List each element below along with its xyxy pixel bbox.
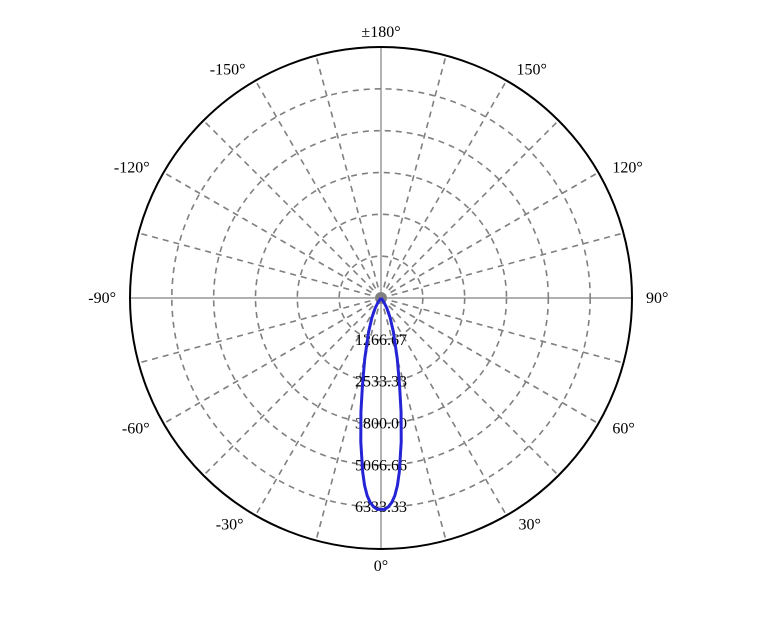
angle-label: 0° — [374, 558, 388, 575]
angle-label: -30° — [216, 516, 244, 533]
angular-grid-line — [381, 81, 507, 298]
angle-label: -60° — [122, 421, 150, 438]
angular-grid-line — [381, 298, 623, 363]
angular-grid-line — [381, 56, 446, 298]
angle-label: 90° — [646, 290, 668, 307]
angular-grid-line — [316, 56, 381, 298]
angle-label: 30° — [519, 516, 541, 533]
angle-label: -120° — [114, 160, 150, 177]
angular-grid-line — [381, 298, 558, 475]
angle-label: -90° — [88, 290, 116, 307]
polar-chart: 1266.672533.333800.005066.666333.33 0°30… — [0, 0, 758, 617]
angular-grid-line — [139, 298, 381, 363]
angular-grid-line — [381, 298, 598, 424]
radial-tick-label: 3800.00 — [355, 416, 407, 433]
angle-label: ±180° — [361, 24, 400, 41]
angular-grid-line — [381, 173, 598, 299]
angle-label: 60° — [612, 421, 634, 438]
angular-grid-line — [256, 81, 382, 298]
angle-label: 150° — [517, 62, 547, 79]
radial-tick-label: 6333.33 — [355, 499, 407, 516]
angular-grid-line — [164, 298, 381, 424]
angle-label: 120° — [612, 160, 642, 177]
angular-grid-line — [139, 233, 381, 298]
angular-grid-line — [204, 121, 381, 298]
radial-tick-label: 1266.67 — [355, 332, 407, 349]
angular-grid-line — [164, 173, 381, 299]
angular-grid-line — [381, 121, 558, 298]
angle-label: -150° — [210, 62, 246, 79]
